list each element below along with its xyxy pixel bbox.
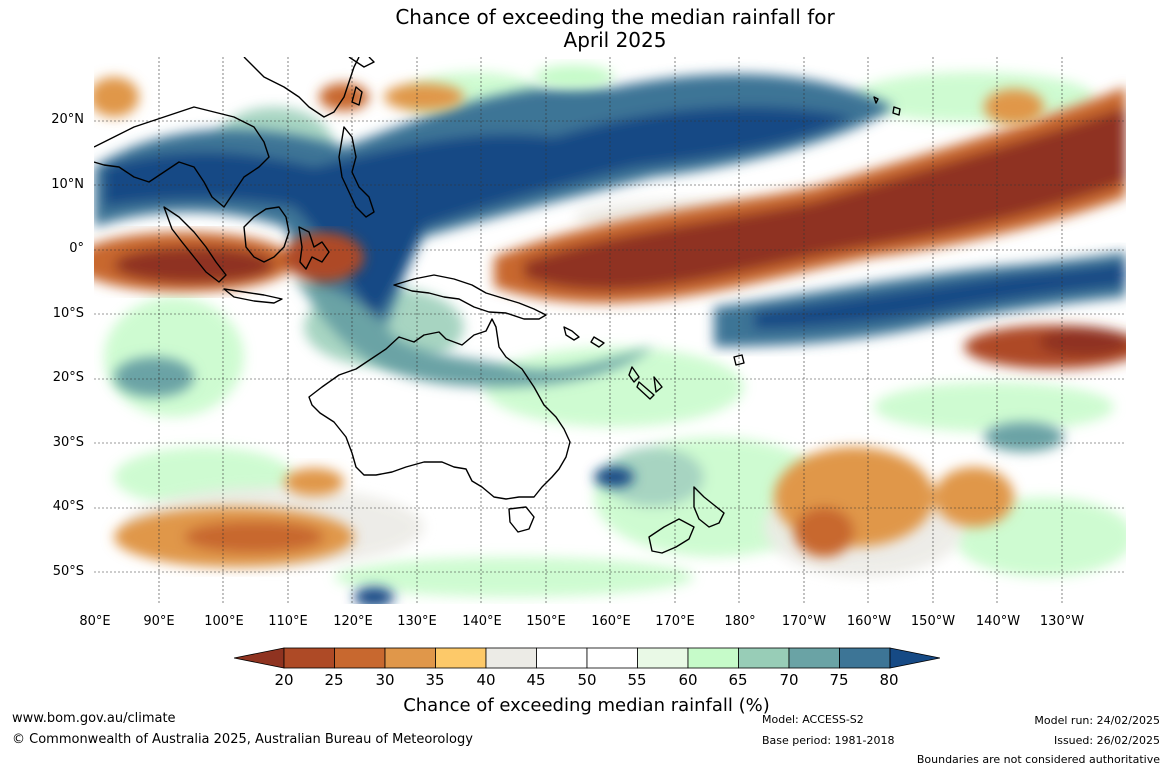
boundaries-disclaimer: Boundaries are not considered authoritat… bbox=[916, 753, 1160, 766]
lon-label-160w: 160°W bbox=[846, 614, 892, 629]
colorbar-cell bbox=[435, 647, 487, 669]
rainfall-map bbox=[94, 57, 1126, 604]
lat-label-20s: 20°S bbox=[52, 370, 84, 385]
lon-label-130e: 130°E bbox=[397, 614, 437, 629]
colorbar-tick: 70 bbox=[779, 671, 799, 689]
lat-label-50s: 50°S bbox=[52, 564, 84, 579]
rainfall-map-canvas bbox=[94, 57, 1126, 604]
lon-label-120e: 120°E bbox=[333, 614, 373, 629]
colorbar-tick: 20 bbox=[274, 671, 294, 689]
lon-label-170e: 170°E bbox=[655, 614, 695, 629]
lat-label-40s: 40°S bbox=[52, 499, 84, 514]
lat-label-0: 0° bbox=[69, 241, 84, 256]
colorbar-tick: 30 bbox=[375, 671, 395, 689]
lat-label-10n: 10°N bbox=[51, 177, 84, 192]
colorbar-cell bbox=[637, 647, 689, 669]
colorbar-title-text: Chance of exceeding median rainfall (%) bbox=[403, 695, 770, 716]
colorbar-arrow-high bbox=[889, 647, 940, 669]
colorbar-tick: 60 bbox=[678, 671, 698, 689]
colorbar-tick: 65 bbox=[728, 671, 748, 689]
colorbar-cell bbox=[384, 647, 436, 669]
colorbar-cell bbox=[687, 647, 739, 669]
colorbar-tick: 80 bbox=[879, 671, 899, 689]
lat-label-30s: 30°S bbox=[52, 435, 84, 450]
colorbar-tick: 45 bbox=[526, 671, 546, 689]
lon-label-80e: 80°E bbox=[79, 614, 111, 629]
lon-label-90e: 90°E bbox=[143, 614, 175, 629]
colorbar-tick: 40 bbox=[476, 671, 496, 689]
lon-label-180: 180° bbox=[724, 614, 756, 629]
lon-label-100e: 100°E bbox=[204, 614, 244, 629]
colorbar-cell bbox=[334, 647, 386, 669]
colorbar-tick: 50 bbox=[577, 671, 597, 689]
lat-label-10s: 10°S bbox=[52, 306, 84, 321]
lon-label-150w: 150°W bbox=[910, 614, 956, 629]
colorbar bbox=[234, 647, 940, 669]
lon-label-130w: 130°W bbox=[1039, 614, 1085, 629]
colorbar-tick: 35 bbox=[425, 671, 445, 689]
lon-label-170w: 170°W bbox=[781, 614, 827, 629]
model-run-date: Model run: 24/02/2025 bbox=[1034, 714, 1160, 727]
lat-label-20n: 20°N bbox=[51, 112, 84, 127]
colorbar-cell bbox=[839, 647, 891, 669]
colorbar-cell bbox=[283, 647, 335, 669]
colorbar-cell bbox=[485, 647, 537, 669]
lon-label-150e: 150°E bbox=[526, 614, 566, 629]
issued-date: Issued: 26/02/2025 bbox=[1053, 734, 1160, 747]
colorbar-tick: 25 bbox=[324, 671, 344, 689]
colorbar-arrow-low bbox=[234, 647, 285, 669]
colorbar-cell bbox=[586, 647, 638, 669]
lon-label-140w: 140°W bbox=[975, 614, 1021, 629]
copyright-text: © Commonwealth of Australia 2025, Austra… bbox=[12, 732, 473, 747]
website-link[interactable]: www.bom.gov.au/climate bbox=[12, 711, 176, 726]
map-title-line2: April 2025 bbox=[563, 28, 667, 52]
model-name: Model: ACCESS-S2 bbox=[762, 713, 864, 726]
lon-label-160e: 160°E bbox=[591, 614, 631, 629]
map-title-line1: Chance of exceeding the median rainfall … bbox=[395, 5, 835, 29]
base-period: Base period: 1981-2018 bbox=[762, 734, 895, 747]
colorbar-cell bbox=[738, 647, 790, 669]
colorbar-cell bbox=[788, 647, 840, 669]
colorbar-tick: 75 bbox=[829, 671, 849, 689]
lon-label-110e: 110°E bbox=[268, 614, 308, 629]
colorbar-tick: 55 bbox=[627, 671, 647, 689]
colorbar-title: Chance of exceeding median rainfall (%) bbox=[0, 695, 1173, 716]
lon-label-140e: 140°E bbox=[462, 614, 502, 629]
colorbar-cell bbox=[536, 647, 588, 669]
